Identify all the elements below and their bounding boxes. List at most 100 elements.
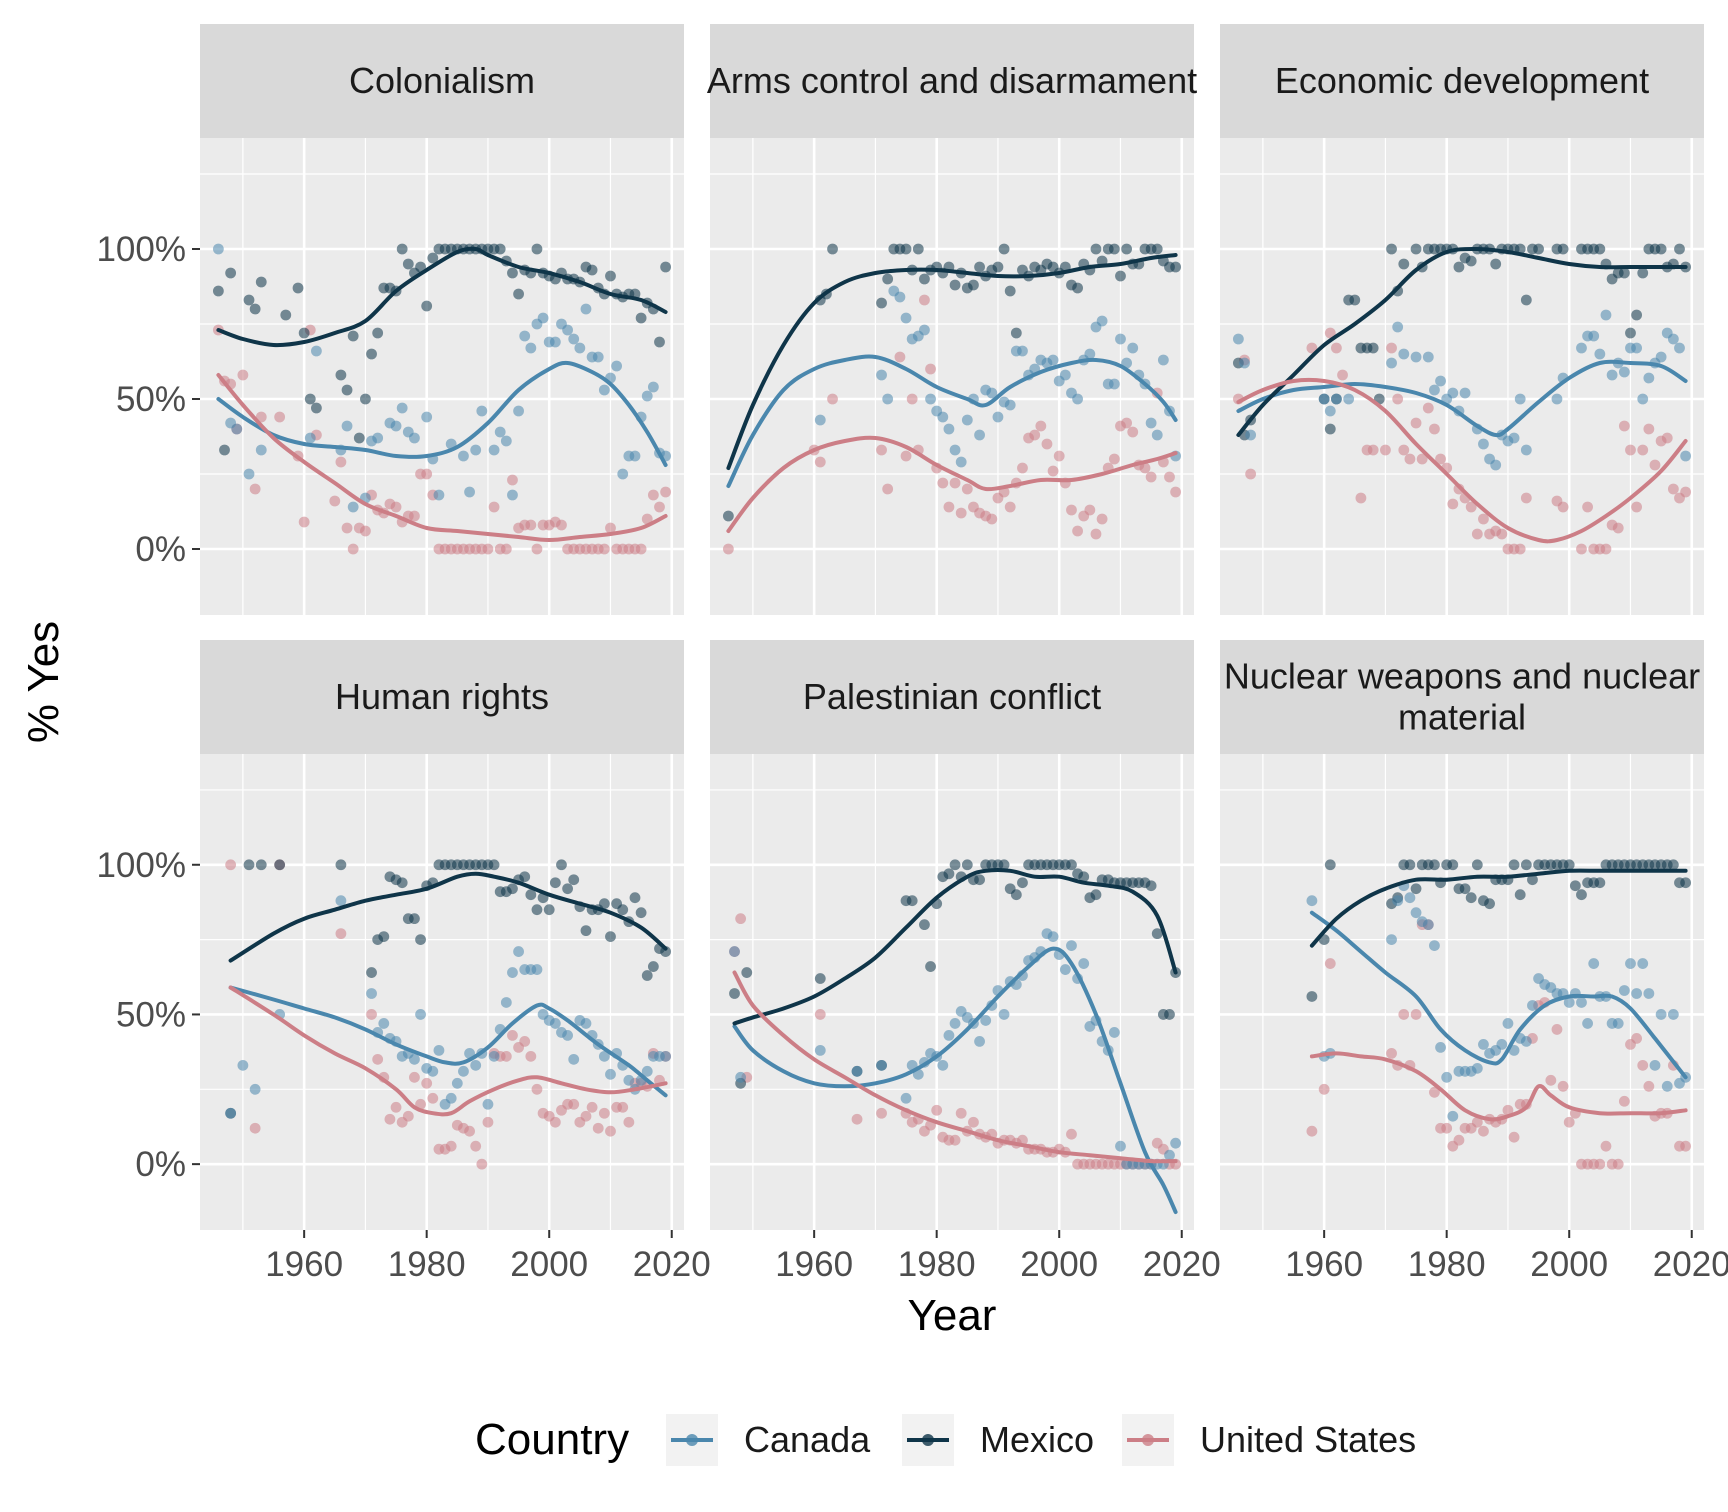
data-point bbox=[1667, 1009, 1679, 1020]
data-point bbox=[814, 414, 826, 426]
point-series bbox=[722, 294, 1182, 555]
data-point bbox=[409, 913, 420, 925]
data-point bbox=[1618, 1095, 1630, 1107]
data-point bbox=[1465, 892, 1477, 904]
data-point bbox=[1355, 492, 1367, 504]
data-point bbox=[1066, 940, 1077, 951]
data-point bbox=[507, 489, 518, 501]
data-point bbox=[1139, 462, 1151, 474]
x-tick-label: 2020 bbox=[633, 1245, 711, 1284]
data-point bbox=[1170, 261, 1182, 273]
data-point bbox=[1478, 438, 1489, 450]
data-point bbox=[1520, 444, 1532, 456]
data-point bbox=[1398, 1009, 1410, 1020]
data-point bbox=[1306, 991, 1318, 1002]
data-point bbox=[225, 859, 237, 871]
data-point bbox=[1478, 513, 1489, 525]
legend-point-icon bbox=[922, 1434, 934, 1446]
data-point bbox=[341, 420, 353, 432]
data-point bbox=[1170, 486, 1182, 498]
data-point bbox=[390, 501, 402, 513]
data-layer bbox=[1232, 243, 1692, 555]
data-point bbox=[1594, 1158, 1606, 1170]
y-axis-title: % Yes bbox=[19, 621, 68, 743]
data-point bbox=[1429, 1086, 1440, 1098]
data-point bbox=[1047, 465, 1059, 477]
data-point bbox=[1465, 501, 1477, 513]
data-point bbox=[986, 387, 998, 399]
data-point bbox=[568, 1098, 580, 1110]
legend-item: United States bbox=[1122, 1414, 1416, 1466]
data-point bbox=[1459, 387, 1471, 399]
data-point bbox=[476, 1158, 488, 1170]
data-point bbox=[876, 1059, 887, 1071]
data-point bbox=[531, 1083, 543, 1095]
data-point bbox=[617, 468, 629, 480]
data-point bbox=[1545, 1074, 1557, 1086]
x-tick-label: 1960 bbox=[1285, 1245, 1363, 1284]
data-point bbox=[992, 411, 1004, 423]
data-point bbox=[735, 913, 747, 925]
data-point bbox=[568, 333, 580, 345]
smooth-line bbox=[216, 360, 668, 467]
data-point bbox=[876, 369, 887, 381]
data-point bbox=[421, 411, 433, 423]
data-point bbox=[943, 423, 955, 435]
data-point bbox=[931, 1104, 943, 1116]
data-point bbox=[519, 330, 531, 342]
data-point bbox=[366, 348, 377, 360]
legend-point-icon bbox=[1142, 1434, 1154, 1446]
data-point bbox=[611, 360, 623, 372]
data-point bbox=[580, 1018, 592, 1029]
data-point bbox=[949, 859, 961, 871]
x-tick-label: 1960 bbox=[775, 1245, 853, 1284]
data-point bbox=[347, 330, 359, 342]
data-point bbox=[1514, 889, 1526, 901]
data-point bbox=[1569, 880, 1581, 892]
data-point bbox=[1496, 1038, 1508, 1050]
facet-strip bbox=[200, 24, 684, 138]
data-point bbox=[925, 363, 936, 375]
data-point bbox=[488, 859, 500, 871]
facet-title: Human rights bbox=[335, 676, 549, 717]
data-point bbox=[1029, 429, 1041, 441]
data-point bbox=[1010, 889, 1022, 901]
data-point bbox=[543, 904, 555, 916]
data-point bbox=[1594, 243, 1606, 255]
facet-panel: Arms control and disarmament bbox=[707, 24, 1197, 615]
data-point bbox=[335, 859, 347, 871]
data-point bbox=[980, 1015, 992, 1026]
data-layer bbox=[212, 243, 672, 555]
data-point bbox=[488, 1050, 500, 1062]
data-point bbox=[937, 411, 949, 423]
data-point bbox=[500, 997, 512, 1008]
data-point bbox=[1078, 958, 1090, 969]
data-point bbox=[1643, 423, 1655, 435]
data-point bbox=[1090, 528, 1102, 540]
data-point bbox=[1059, 369, 1071, 381]
data-point bbox=[1041, 438, 1053, 450]
data-point bbox=[1017, 877, 1028, 889]
data-point bbox=[1527, 874, 1538, 886]
data-point bbox=[231, 423, 243, 435]
data-point bbox=[1416, 453, 1428, 465]
y-tick-label: 100% bbox=[96, 846, 186, 885]
data-point bbox=[1121, 417, 1133, 429]
data-point bbox=[949, 477, 961, 489]
data-point bbox=[335, 369, 347, 381]
data-point bbox=[274, 411, 286, 423]
data-point bbox=[919, 294, 930, 306]
data-point bbox=[1059, 964, 1071, 975]
data-point bbox=[660, 486, 672, 498]
smooth-line bbox=[726, 354, 1178, 488]
facet-title: Economic development bbox=[1275, 60, 1649, 101]
data-point bbox=[1453, 1134, 1465, 1146]
data-point bbox=[525, 342, 537, 354]
data-point bbox=[488, 444, 500, 456]
x-tick-label: 2020 bbox=[1143, 1245, 1221, 1284]
data-point bbox=[1508, 432, 1520, 444]
legend-item: Canada bbox=[666, 1414, 871, 1466]
data-point bbox=[1588, 958, 1600, 969]
data-point bbox=[378, 931, 390, 943]
smooth-line bbox=[1236, 359, 1688, 438]
